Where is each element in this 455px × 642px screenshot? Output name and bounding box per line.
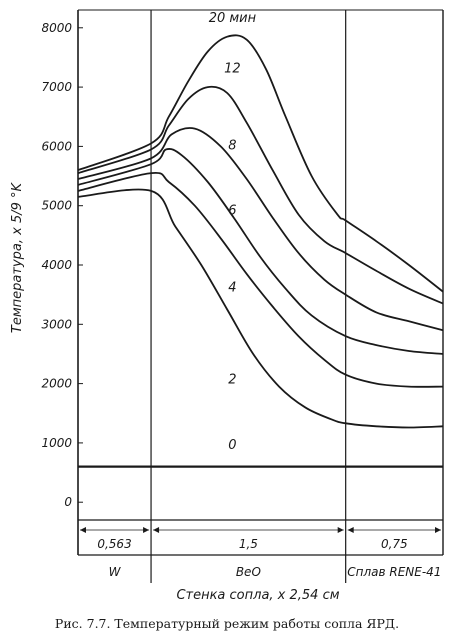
y-tick-label: 7000 [41, 80, 72, 94]
dimension-arrow [435, 527, 441, 533]
curve-labels: 0 2 4 6 8 12 20 мин [209, 11, 257, 453]
curve-label: 4 [228, 281, 236, 296]
segment-material: Сплав RENE-41 [347, 565, 441, 579]
curve-label: 20 мин [209, 11, 257, 26]
wall-segments: 0,563 W 1,5 BeO 0,75 Сплав RENE-41 [80, 527, 441, 579]
y-tick-label: 8000 [41, 21, 72, 35]
y-tick-label: 6000 [41, 139, 72, 153]
dimension-arrow [337, 527, 344, 533]
curve-1 [77, 188, 444, 429]
segment-thickness: 0,75 [381, 537, 408, 551]
plot-frame [77, 9, 444, 583]
dimension-arrow [153, 527, 160, 533]
segment-material: BeO [236, 565, 261, 579]
curve-label: 0 [228, 438, 236, 453]
dimension-arrow [80, 527, 86, 533]
curve-label: 6 [228, 204, 236, 219]
y-tick-label: 5000 [41, 199, 72, 213]
y-axis-label: Температура, x 5/9 °K [10, 181, 25, 333]
y-tick-label: 0 [64, 495, 72, 509]
dimension-arrow [347, 527, 354, 533]
x-axis-label: Стенка сопла, x 2,54 см [176, 588, 339, 603]
curve-5 [77, 85, 444, 305]
curve-3 [77, 148, 444, 355]
curve-label: 2 [228, 373, 236, 388]
dimension-arrow [143, 527, 150, 533]
curve-4 [77, 127, 444, 332]
curve-6 [77, 34, 444, 293]
curve-label: 8 [228, 138, 236, 153]
y-tick-label: 4000 [41, 258, 72, 272]
segment-thickness: 1,5 [239, 537, 258, 551]
y-axis-ticks: 0 1000 2000 3000 4000 5000 6000 7000 8000 [41, 21, 83, 509]
segment-thickness: 0,563 [97, 537, 131, 551]
curves [77, 34, 444, 468]
y-tick-label: 1000 [41, 436, 72, 450]
curve-2 [77, 171, 444, 388]
curve-label: 12 [224, 61, 241, 76]
y-tick-label: 2000 [41, 377, 72, 391]
figure-caption: Рис. 7.7. Температурный режим работы соп… [55, 616, 399, 631]
y-tick-label: 3000 [41, 317, 72, 331]
segment-material: W [109, 565, 122, 579]
